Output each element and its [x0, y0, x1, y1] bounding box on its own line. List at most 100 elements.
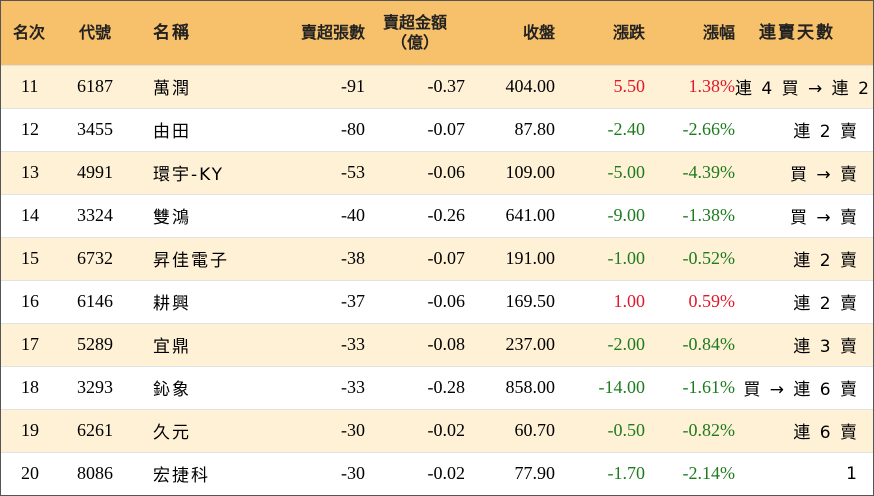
cell-name[interactable]: 耕興	[147, 279, 255, 323]
table-row[interactable]: 14 3324 雙鴻 -40 -0.26 641.00 -9.00 -1.38% 買 → 賣	[1, 193, 873, 237]
cell-net-lots: -38	[255, 236, 365, 280]
cell-net-amount: -0.02	[365, 408, 465, 452]
cell-net-amount: -0.26	[365, 193, 465, 237]
cell-change: -1.70	[555, 451, 645, 495]
header-change[interactable]: 漲跌	[612, 22, 645, 42]
cell-change-pct: -4.39%	[645, 150, 735, 194]
cell-name[interactable]: 由田	[147, 107, 255, 151]
cell-change: -5.00	[555, 150, 645, 194]
header-net-amount[interactable]: 賣超金額 （億）	[365, 1, 465, 65]
cell-rank: 11	[1, 64, 73, 108]
header-code[interactable]: 代號	[79, 22, 112, 42]
cell-net-amount: -0.07	[365, 236, 465, 280]
cell-rank: 20	[1, 451, 73, 495]
cell-streak: 連 2 賣	[735, 236, 873, 280]
cell-close: 858.00	[465, 365, 555, 409]
cell-change: -14.00	[555, 365, 645, 409]
table-body: 11 6187 萬潤 -91 -0.37 404.00 5.50 1.38% 連 4 買 → 連…	[1, 64, 874, 495]
cell-change-pct: -0.52%	[645, 236, 735, 280]
cell-change-pct: 1.38%	[645, 64, 735, 108]
cell-net-lots: -33	[255, 322, 365, 366]
cell-net-lots: -91	[255, 64, 365, 108]
cell-name[interactable]: 宏捷科	[147, 451, 255, 495]
cell-net-lots: -53	[255, 150, 365, 194]
cell-close: 191.00	[465, 236, 555, 280]
table-row[interactable]: 19 6261 久元 -30 -0.02 60.70 -0.50 -0.82% 連 6 賣	[1, 408, 873, 452]
header-name[interactable]: 名稱	[153, 22, 191, 43]
cell-change: -0.50	[555, 408, 645, 452]
cell-change-pct: -2.66%	[645, 107, 735, 151]
cell-net-lots: -33	[255, 365, 365, 409]
cell-close: 87.80	[465, 107, 555, 151]
header-net-lots[interactable]: 賣超張數	[300, 22, 365, 42]
table-row[interactable]: 18 3293 鈊象 -33 -0.28 858.00 -14.00 -1.61% 買 → 連 …	[1, 365, 873, 409]
cell-name[interactable]: 宜鼎	[147, 322, 255, 366]
cell-net-lots: -40	[255, 193, 365, 237]
cell-name[interactable]: 久元	[147, 408, 255, 452]
cell-net-amount: -0.37	[365, 64, 465, 108]
cell-name[interactable]: 雙鴻	[147, 193, 255, 237]
cell-close: 641.00	[465, 193, 555, 237]
header-streak[interactable]: 連賣天數	[759, 22, 835, 43]
cell-code[interactable]: 8086	[73, 451, 147, 495]
cell-close: 169.50	[465, 279, 555, 323]
cell-code[interactable]: 6187	[73, 64, 147, 108]
cell-rank: 15	[1, 236, 73, 280]
header-net-amount-line2: （億）	[390, 32, 439, 52]
cell-change: -2.00	[555, 322, 645, 366]
cell-code[interactable]: 3455	[73, 107, 147, 151]
cell-streak: 連 4 買 → 連 2 賣	[735, 64, 874, 108]
cell-name[interactable]: 昇佳電子	[147, 236, 255, 280]
table-row[interactable]: 15 6732 昇佳電子 -38 -0.07 191.00 -1.00 -0.52% 連 2 賣	[1, 236, 873, 280]
cell-code[interactable]: 4991	[73, 150, 147, 194]
cell-streak: 買 → 賣	[735, 150, 873, 194]
cell-net-amount: -0.07	[365, 107, 465, 151]
cell-rank: 17	[1, 322, 73, 366]
cell-code[interactable]: 6261	[73, 408, 147, 452]
table-row[interactable]: 16 6146 耕興 -37 -0.06 169.50 1.00 0.59% 連 2 賣	[1, 279, 873, 323]
cell-change-pct: -0.84%	[645, 322, 735, 366]
header-net-amount-line1: 賣超金額	[382, 12, 447, 32]
cell-name[interactable]: 環宇-KY	[147, 150, 255, 194]
cell-code[interactable]: 6732	[73, 236, 147, 280]
cell-rank: 13	[1, 150, 73, 194]
cell-net-lots: -80	[255, 107, 365, 151]
table-row[interactable]: 20 8086 宏捷科 -30 -0.02 77.90 -1.70 -2.14% 1	[1, 451, 873, 495]
table-header: 名次 代號 名稱 賣超張數 賣超金額 （億） 收盤 漲跌 漲幅 連賣天數	[1, 1, 873, 65]
header-change-pct[interactable]: 漲幅	[702, 22, 735, 42]
cell-rank: 18	[1, 365, 73, 409]
cell-change-pct: -2.14%	[645, 451, 735, 495]
cell-net-amount: -0.02	[365, 451, 465, 495]
cell-close: 60.70	[465, 408, 555, 452]
table-row[interactable]: 17 5289 宜鼎 -33 -0.08 237.00 -2.00 -0.84% 連 3 賣	[1, 322, 873, 366]
cell-change: 1.00	[555, 279, 645, 323]
cell-rank: 16	[1, 279, 73, 323]
cell-close: 109.00	[465, 150, 555, 194]
table-row[interactable]: 12 3455 由田 -80 -0.07 87.80 -2.40 -2.66% 連 2 賣	[1, 107, 873, 151]
table-row[interactable]: 13 4991 環宇-KY -53 -0.06 109.00 -5.00 -4.39% 買 → …	[1, 150, 873, 194]
cell-code[interactable]: 3324	[73, 193, 147, 237]
cell-streak: 連 3 賣	[735, 322, 873, 366]
cell-change: 5.50	[555, 64, 645, 108]
cell-net-amount: -0.06	[365, 150, 465, 194]
cell-streak: 連 6 賣	[735, 408, 873, 452]
cell-code[interactable]: 3293	[73, 365, 147, 409]
cell-streak: 連 2 賣	[735, 279, 873, 323]
cell-name[interactable]: 鈊象	[147, 365, 255, 409]
cell-change-pct: -1.38%	[645, 193, 735, 237]
cell-name[interactable]: 萬潤	[147, 64, 255, 108]
cell-code[interactable]: 6146	[73, 279, 147, 323]
cell-change-pct: 0.59%	[645, 279, 735, 323]
header-rank[interactable]: 名次	[13, 22, 46, 42]
table-row[interactable]: 11 6187 萬潤 -91 -0.37 404.00 5.50 1.38% 連 4 買 → 連…	[1, 64, 874, 108]
cell-change-pct: -0.82%	[645, 408, 735, 452]
cell-net-amount: -0.28	[365, 365, 465, 409]
cell-rank: 19	[1, 408, 73, 452]
header-row: 名次 代號 名稱 賣超張數 賣超金額 （億） 收盤 漲跌 漲幅 連賣天數	[1, 1, 873, 65]
cell-rank: 12	[1, 107, 73, 151]
header-close[interactable]: 收盤	[522, 22, 555, 42]
cell-code[interactable]: 5289	[73, 322, 147, 366]
cell-streak: 買 → 賣	[735, 193, 873, 237]
cell-change: -1.00	[555, 236, 645, 280]
